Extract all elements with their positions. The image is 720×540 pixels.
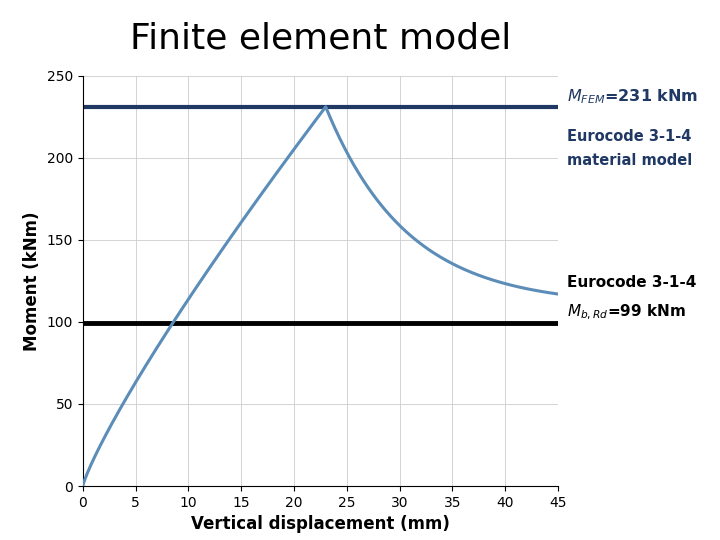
Text: material model: material model (567, 153, 692, 168)
Text: Structural stainless steels: Structural stainless steels (688, 157, 701, 362)
Text: $\mathit{M}_{FEM}$=231 kNm: $\mathit{M}_{FEM}$=231 kNm (567, 87, 698, 106)
Text: 11: 11 (685, 518, 704, 532)
Text: Eurocode 3-1-4: Eurocode 3-1-4 (567, 129, 691, 144)
X-axis label: Vertical displacement (mm): Vertical displacement (mm) (191, 515, 450, 534)
Text: Eurocode 3-1-4: Eurocode 3-1-4 (567, 275, 696, 291)
Text: $\mathit{M}_{b,Rd}$=99 kNm: $\mathit{M}_{b,Rd}$=99 kNm (567, 303, 685, 322)
Y-axis label: Moment (kNm): Moment (kNm) (23, 211, 41, 350)
Text: Finite element model: Finite element model (130, 22, 511, 56)
